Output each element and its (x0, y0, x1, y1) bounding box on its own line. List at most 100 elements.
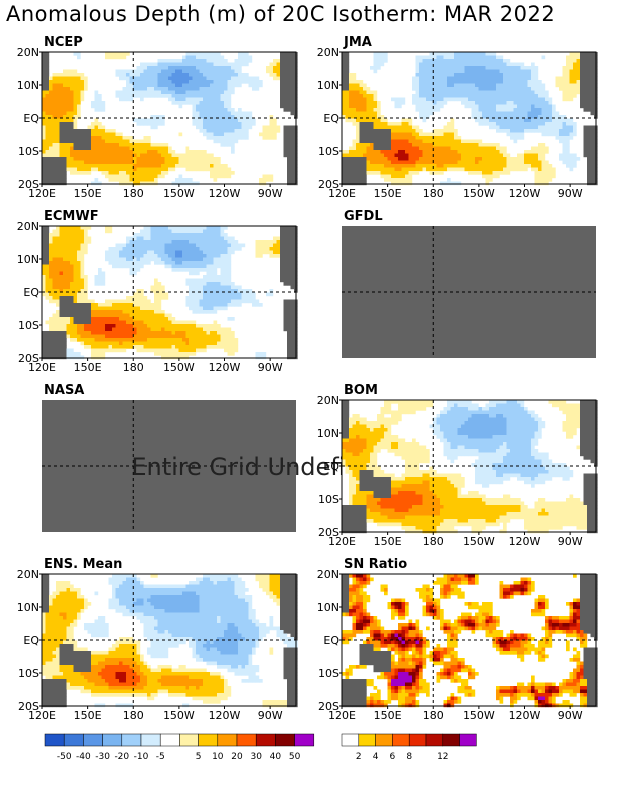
colorbar-box (102, 733, 123, 747)
colorbar-label: -5 (156, 752, 165, 762)
colorbar-box (442, 733, 460, 747)
colorbar-label: 12 (437, 752, 448, 762)
x-tick-label: 150W (463, 535, 495, 548)
x-tick-label: 90W (558, 535, 583, 548)
colorbar-box (121, 733, 142, 747)
x-tick-label: 180 (123, 709, 144, 722)
map-panel-gfdl: GFDL (342, 209, 596, 358)
colorbar-label: 10 (212, 752, 224, 762)
colorbar-box (375, 733, 393, 747)
y-tick-label: EQ (23, 286, 39, 299)
y-tick-label: 20S (18, 352, 39, 365)
x-tick-label: 150E (74, 361, 102, 374)
y-tick-label: 20S (318, 178, 339, 191)
colorbar-box (159, 733, 180, 747)
x-tick-label: 120W (209, 187, 241, 200)
map-panel-nasa: NASA (42, 383, 296, 532)
x-tick-label: 120W (509, 187, 541, 200)
x-tick-label: 180 (123, 361, 144, 374)
x-tick-label: 120E (28, 709, 56, 722)
x-tick-label: 150W (163, 361, 195, 374)
heatmap-cells (42, 52, 298, 186)
x-tick-label: 90W (258, 187, 283, 200)
colorbar-label: 4 (373, 752, 379, 762)
panel-label: BOM (344, 383, 378, 398)
colorbar-box (459, 733, 477, 747)
heatmap-cells (342, 574, 598, 708)
x-tick-label: 180 (423, 535, 444, 548)
panel-label: NCEP (44, 35, 83, 50)
colorbar-box (358, 733, 376, 747)
x-tick-label: 120E (28, 187, 56, 200)
panel-label: JMA (343, 35, 372, 50)
x-tick-label: 150E (74, 709, 102, 722)
y-tick-label: 10S (318, 667, 339, 680)
y-tick-label: 10N (17, 79, 39, 92)
colorbar-box (140, 733, 161, 747)
colorbar-label: 6 (390, 752, 396, 762)
x-tick-label: 120W (509, 709, 541, 722)
colorbar-sn-ratio: 2 4 6 8 12 (341, 733, 477, 762)
y-tick-label: 10S (18, 667, 39, 680)
x-tick-label: 150E (374, 535, 402, 548)
colorbar-box (179, 733, 199, 747)
colorbar-label: -20 (114, 752, 129, 762)
x-tick-label: 90W (558, 187, 583, 200)
colorbar-label: -30 (95, 752, 110, 762)
x-tick-label: 150E (74, 187, 102, 200)
x-tick-label: 150E (374, 709, 402, 722)
colorbar-label: -50 (57, 752, 72, 762)
heatmap-cells (42, 574, 298, 708)
colorbar-label: 30 (250, 752, 262, 762)
colorbar-label: -40 (76, 752, 91, 762)
y-tick-label: 10S (318, 493, 339, 506)
y-tick-label: 20N (17, 46, 39, 59)
x-tick-label: 120W (209, 709, 241, 722)
y-tick-label: EQ (23, 112, 39, 125)
x-tick-label: 180 (423, 187, 444, 200)
heatmap-cells (42, 226, 298, 360)
x-tick-label: 180 (423, 709, 444, 722)
y-tick-label: 10N (317, 601, 339, 614)
y-tick-label: EQ (323, 460, 339, 473)
x-tick-label: 150W (463, 187, 495, 200)
colorbar-label: 2 (356, 752, 362, 762)
y-tick-label: 20S (318, 526, 339, 539)
y-tick-label: 10S (18, 145, 39, 158)
colorbar-box (275, 733, 295, 747)
x-tick-label: 120E (328, 709, 356, 722)
x-tick-label: 150W (163, 709, 195, 722)
colorbar-box (217, 733, 238, 747)
y-tick-label: 20N (317, 568, 339, 581)
colorbar-box (255, 733, 276, 747)
x-tick-label: 90W (258, 361, 283, 374)
y-tick-label: EQ (323, 112, 339, 125)
colorbar-box (425, 733, 444, 747)
y-tick-label: EQ (23, 634, 39, 647)
y-tick-label: 10S (18, 319, 39, 332)
y-tick-label: 10S (318, 145, 339, 158)
x-tick-label: 120W (509, 535, 541, 548)
colorbar-label: 50 (289, 752, 301, 762)
y-tick-label: 20S (318, 700, 339, 713)
colorbar-box (83, 733, 103, 747)
y-tick-label: 10N (17, 601, 39, 614)
heatmap-cells (342, 400, 598, 534)
y-tick-label: 10N (17, 253, 39, 266)
colorbar-box (236, 733, 257, 747)
y-tick-label: 20S (18, 178, 39, 191)
y-tick-label: 20N (17, 568, 39, 581)
colorbar-box (392, 733, 410, 747)
colorbar-label: -10 (134, 752, 149, 762)
panel-label: SN Ratio (344, 557, 407, 572)
colorbar-box (198, 733, 219, 747)
panel-label: ENS. Mean (44, 557, 122, 572)
y-tick-label: 10N (317, 79, 339, 92)
colorbar-box (294, 733, 315, 747)
